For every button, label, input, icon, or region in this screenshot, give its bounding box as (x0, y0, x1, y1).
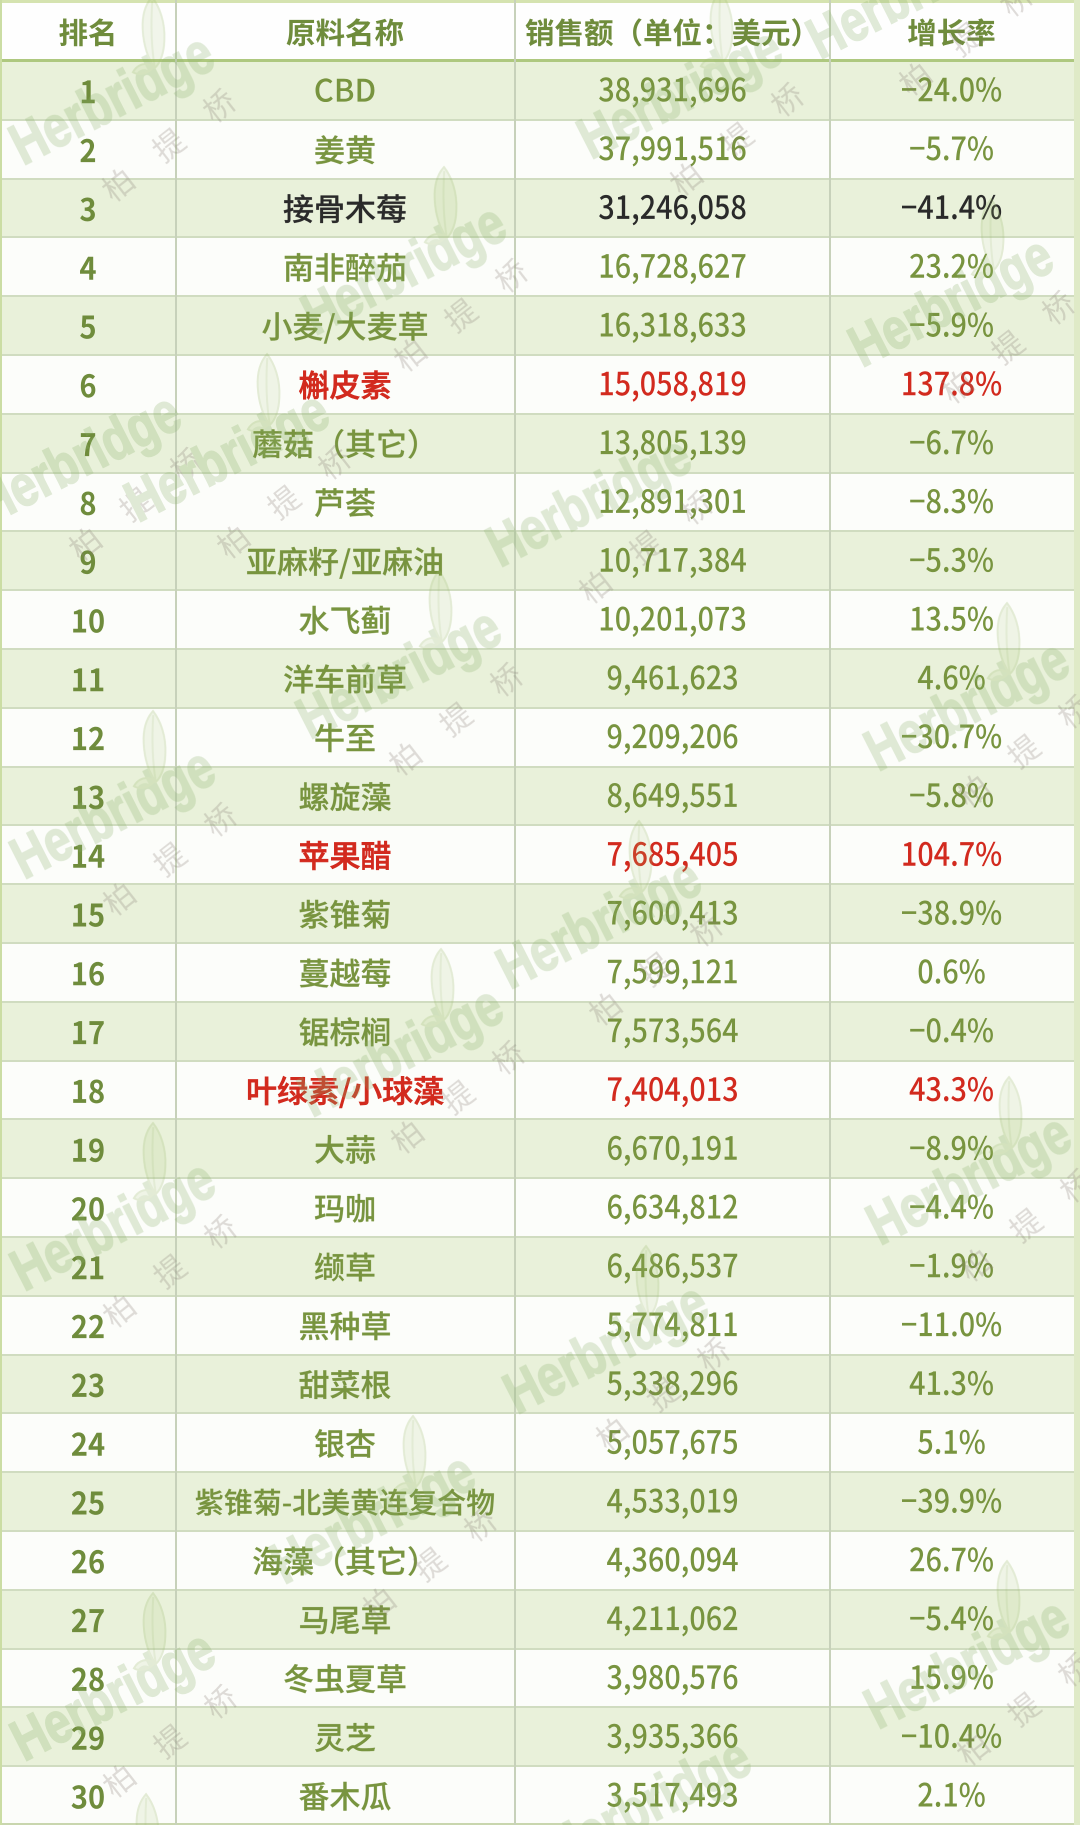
svg-text:Herbridge: Herbridge (0, 1146, 225, 1304)
svg-text:Herbridge: Herbridge (796, 0, 1021, 72)
svg-text:Herbridge: Herbridge (288, 972, 513, 1130)
svg-text:Herbridge: Herbridge (493, 1269, 718, 1427)
svg-text:Herbridge: Herbridge (0, 734, 225, 892)
svg-text:Herbridge: Herbridge (854, 1584, 1079, 1742)
svg-text:Herbridge: Herbridge (854, 626, 1079, 784)
svg-text:Herbridge: Herbridge (536, 1724, 761, 1825)
svg-text:Herbridge: Herbridge (856, 1100, 1080, 1258)
svg-text:Herbridge: Herbridge (0, 1616, 225, 1774)
svg-text:Herbridge: Herbridge (838, 222, 1063, 380)
